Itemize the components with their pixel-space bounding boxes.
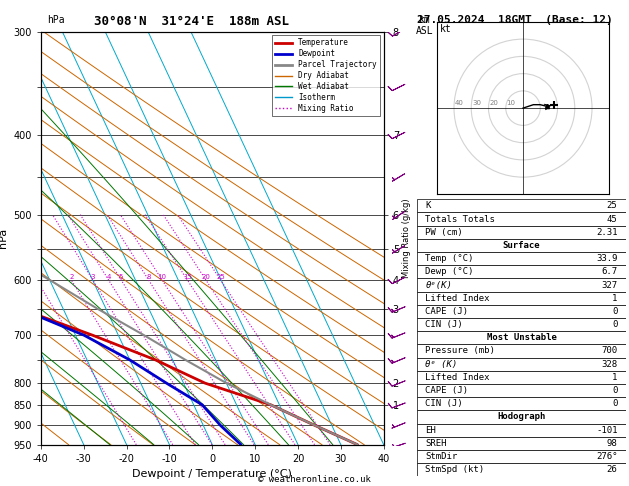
Bar	[417, 397, 626, 410]
Text: 5: 5	[119, 274, 123, 280]
Bar	[417, 278, 626, 292]
Text: kt: kt	[440, 24, 452, 34]
Text: 700: 700	[601, 347, 618, 355]
Y-axis label: Mixing Ratio (g/kg): Mixing Ratio (g/kg)	[402, 198, 411, 278]
Bar	[417, 199, 626, 212]
Text: 4: 4	[106, 274, 111, 280]
Text: 20: 20	[489, 100, 498, 105]
Text: 45: 45	[607, 214, 618, 224]
Text: 10: 10	[506, 100, 516, 105]
Text: Temp (°C): Temp (°C)	[425, 254, 474, 263]
Text: CAPE (J): CAPE (J)	[425, 386, 469, 395]
Text: 30°08'N  31°24'E  188m ASL: 30°08'N 31°24'E 188m ASL	[94, 15, 289, 28]
Text: PW (cm): PW (cm)	[425, 228, 463, 237]
Bar	[417, 371, 626, 384]
Text: StmDir: StmDir	[425, 452, 458, 461]
Bar	[417, 423, 626, 437]
Text: 98: 98	[607, 439, 618, 448]
Text: 328: 328	[601, 360, 618, 369]
Text: 30: 30	[472, 100, 481, 105]
Text: 25: 25	[216, 274, 225, 280]
Text: Surface: Surface	[503, 241, 540, 250]
Text: SREH: SREH	[425, 439, 447, 448]
Text: 0: 0	[612, 307, 618, 316]
Text: 0: 0	[612, 386, 618, 395]
Text: Lifted Index: Lifted Index	[425, 373, 490, 382]
Text: StmSpd (kt): StmSpd (kt)	[425, 465, 484, 474]
Text: 1: 1	[612, 373, 618, 382]
Bar	[417, 345, 626, 358]
Text: 0: 0	[612, 399, 618, 408]
Bar	[417, 450, 626, 463]
Text: -101: -101	[596, 426, 618, 434]
Bar	[417, 292, 626, 305]
Text: 33.9: 33.9	[596, 254, 618, 263]
Text: CAPE (J): CAPE (J)	[425, 307, 469, 316]
Text: EH: EH	[425, 426, 436, 434]
Text: 27.05.2024  18GMT  (Base: 12): 27.05.2024 18GMT (Base: 12)	[417, 15, 613, 25]
Text: Dewp (°C): Dewp (°C)	[425, 267, 474, 277]
X-axis label: Dewpoint / Temperature (°C): Dewpoint / Temperature (°C)	[132, 469, 292, 479]
Text: 1: 1	[612, 294, 618, 303]
Y-axis label: hPa: hPa	[0, 228, 8, 248]
Bar	[417, 318, 626, 331]
Text: 8: 8	[147, 274, 151, 280]
Text: 2.31: 2.31	[596, 228, 618, 237]
Text: Lifted Index: Lifted Index	[425, 294, 490, 303]
Text: 327: 327	[601, 280, 618, 290]
Bar	[417, 463, 626, 476]
Text: 15: 15	[183, 274, 192, 280]
Bar	[417, 239, 626, 252]
Bar	[417, 305, 626, 318]
Text: Totals Totals: Totals Totals	[425, 214, 495, 224]
Text: 40: 40	[455, 100, 464, 105]
Bar	[417, 252, 626, 265]
Text: CIN (J): CIN (J)	[425, 320, 463, 329]
Text: © weatheronline.co.uk: © weatheronline.co.uk	[258, 474, 371, 484]
Text: hPa: hPa	[47, 15, 65, 25]
Text: 0: 0	[612, 320, 618, 329]
Text: Hodograph: Hodograph	[498, 413, 545, 421]
Legend: Temperature, Dewpoint, Parcel Trajectory, Dry Adiabat, Wet Adiabat, Isotherm, Mi: Temperature, Dewpoint, Parcel Trajectory…	[272, 35, 380, 116]
Bar	[417, 384, 626, 397]
Bar	[417, 226, 626, 239]
Bar	[417, 212, 626, 226]
Text: 2: 2	[69, 274, 74, 280]
Text: 276°: 276°	[596, 452, 618, 461]
Text: 25: 25	[607, 201, 618, 210]
Text: θᵉ (K): θᵉ (K)	[425, 360, 458, 369]
Text: 20: 20	[201, 274, 210, 280]
Text: CIN (J): CIN (J)	[425, 399, 463, 408]
Text: K: K	[425, 201, 431, 210]
Text: Pressure (mb): Pressure (mb)	[425, 347, 495, 355]
Text: 6.7: 6.7	[601, 267, 618, 277]
Bar	[417, 358, 626, 371]
Text: 3: 3	[91, 274, 95, 280]
Bar	[417, 410, 626, 423]
Bar	[417, 437, 626, 450]
Text: km
ASL: km ASL	[416, 15, 433, 36]
Text: θᵉ(K): θᵉ(K)	[425, 280, 452, 290]
Bar	[417, 331, 626, 345]
Bar	[417, 265, 626, 278]
Text: 26: 26	[607, 465, 618, 474]
Text: Most Unstable: Most Unstable	[486, 333, 557, 342]
Text: 10: 10	[158, 274, 167, 280]
